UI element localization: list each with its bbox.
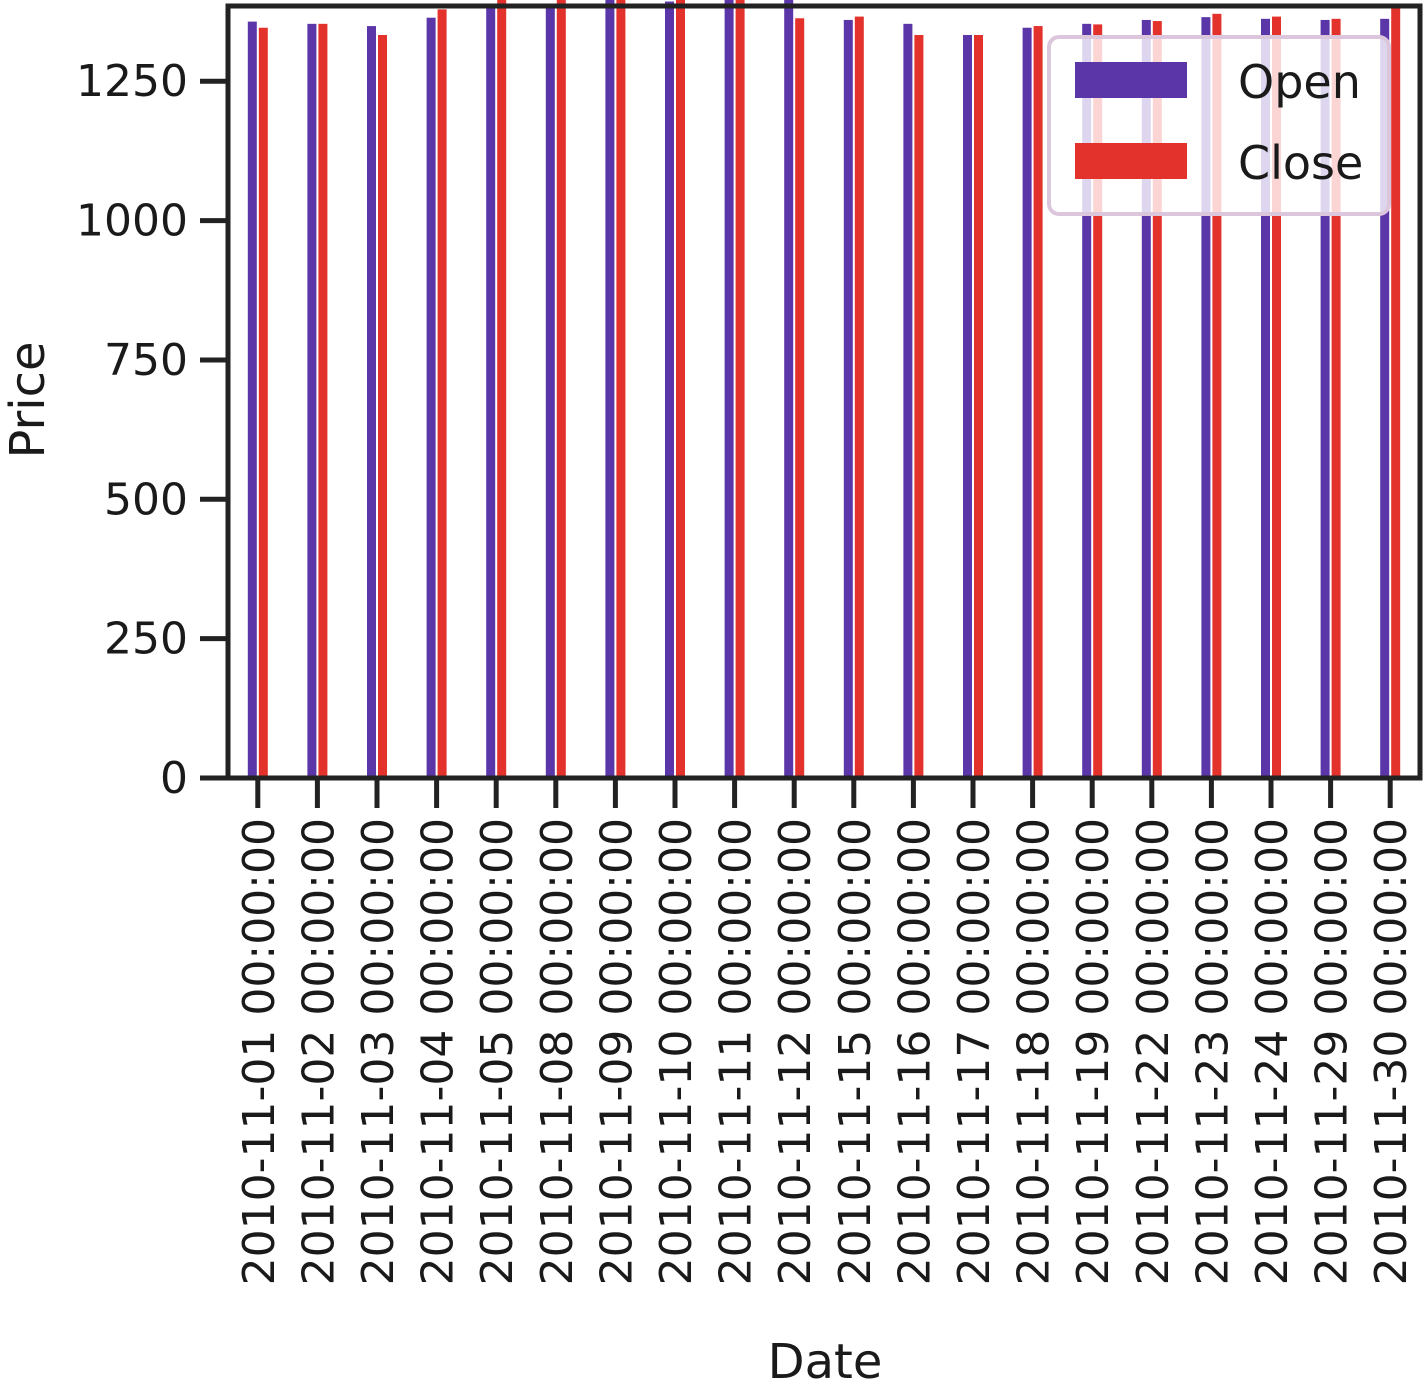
bar-close-5 — [497, 0, 507, 779]
bar-close-1 — [258, 27, 268, 778]
bar-close-19 — [1331, 18, 1341, 779]
y-axis: 0 250 500 750 1000 1250 — [76, 56, 228, 804]
bar-open-5 — [486, 4, 496, 778]
legend-label-open: Open — [1238, 55, 1361, 109]
y-tick-label: 500 — [104, 474, 188, 525]
x-tick-label: 2010-11-03 00:00:00 — [353, 818, 404, 1285]
bar-open-11 — [843, 19, 853, 779]
bar-close-2 — [318, 23, 328, 779]
x-axis-label: Date — [768, 1334, 883, 1386]
bar-close-7 — [616, 0, 626, 779]
bar-open-4 — [426, 17, 436, 778]
x-tick-label: 2010-11-12 00:00:00 — [770, 818, 821, 1285]
legend-swatch-open — [1075, 62, 1187, 98]
bar-open-9 — [724, 0, 734, 779]
bar-open-17 — [1201, 17, 1211, 779]
plot-frame — [225, 3, 1423, 781]
bars-group — [247, 0, 1401, 779]
bar-close-15 — [1093, 24, 1103, 778]
y-axis-label: Price — [0, 341, 56, 458]
x-tick-label: 2010-11-05 00:00:00 — [472, 818, 523, 1285]
bar-open-1 — [247, 21, 257, 778]
bar-open-14 — [1022, 27, 1032, 778]
x-tick-label: 2010-11-01 00:00:00 — [234, 818, 285, 1285]
bar-close-6 — [556, 0, 566, 779]
legend-label-close: Close — [1238, 136, 1363, 190]
y-tick-label: 1250 — [76, 56, 188, 107]
bar-open-15 — [1082, 23, 1092, 779]
bar-open-16 — [1141, 19, 1151, 779]
bar-close-10 — [795, 18, 805, 778]
bar-open-6 — [545, 4, 555, 779]
y-tick-label: 1000 — [76, 196, 188, 247]
bar-close-14 — [1033, 26, 1043, 779]
bar-open-2 — [307, 23, 317, 779]
x-tick-label: 2010-11-17 00:00:00 — [949, 818, 1000, 1285]
bar-close-17 — [1212, 13, 1222, 779]
x-tick-label: 2010-11-15 00:00:00 — [830, 818, 881, 1285]
x-tick-label: 2010-11-16 00:00:00 — [889, 818, 940, 1285]
bar-open-8 — [665, 1, 674, 779]
x-tick-label: 2010-11-02 00:00:00 — [293, 818, 344, 1285]
y-tick-label: 250 — [104, 614, 188, 665]
x-tick-label: 2010-11-10 00:00:00 — [651, 818, 702, 1285]
x-tick-label: 2010-11-09 00:00:00 — [591, 818, 642, 1285]
bar-close-16 — [1152, 21, 1162, 779]
bar-open-10 — [784, 0, 794, 778]
x-tick-label: 2010-11-08 00:00:00 — [532, 818, 583, 1285]
x-tick-label: 2010-11-22 00:00:00 — [1128, 818, 1179, 1285]
x-tick-label: 2010-11-18 00:00:00 — [1009, 818, 1060, 1285]
bar-open-12 — [903, 23, 913, 779]
bar-close-18 — [1272, 16, 1281, 778]
bar-close-20 — [1391, 8, 1401, 778]
bar-open-18 — [1261, 18, 1270, 779]
bar-close-3 — [378, 34, 387, 778]
bar-close-4 — [437, 9, 447, 778]
bar-close-11 — [854, 16, 864, 778]
bar-close-12 — [914, 34, 924, 778]
x-tick-label: 2010-11-19 00:00:00 — [1068, 818, 1119, 1285]
bar-close-8 — [676, 0, 685, 778]
bar-open-20 — [1380, 18, 1390, 779]
bar-open-3 — [367, 26, 376, 779]
y-tick-label: 0 — [160, 753, 188, 804]
legend-swatch-close — [1075, 143, 1187, 179]
x-tick-label: 2010-11-30 00:00:00 — [1366, 818, 1417, 1285]
bar-open-7 — [605, 0, 615, 779]
bar-open-13 — [963, 34, 972, 778]
x-tick-label: 2010-11-29 00:00:00 — [1307, 818, 1358, 1285]
bar-close-9 — [735, 0, 745, 778]
y-tick-label: 750 — [104, 335, 188, 386]
x-tick-label: 2010-11-04 00:00:00 — [413, 818, 464, 1285]
x-tick-label: 2010-11-24 00:00:00 — [1247, 818, 1298, 1285]
legend: Open Close — [1047, 35, 1391, 216]
x-tick-label: 2010-11-11 00:00:00 — [711, 818, 762, 1285]
x-tick-label: 2010-11-23 00:00:00 — [1187, 818, 1238, 1285]
bar-open-19 — [1320, 19, 1330, 779]
x-axis: 2010-11-01 00:00:00 2010-11-02 00:00:00 20… — [234, 778, 1417, 1285]
bar-close-13 — [974, 34, 983, 778]
